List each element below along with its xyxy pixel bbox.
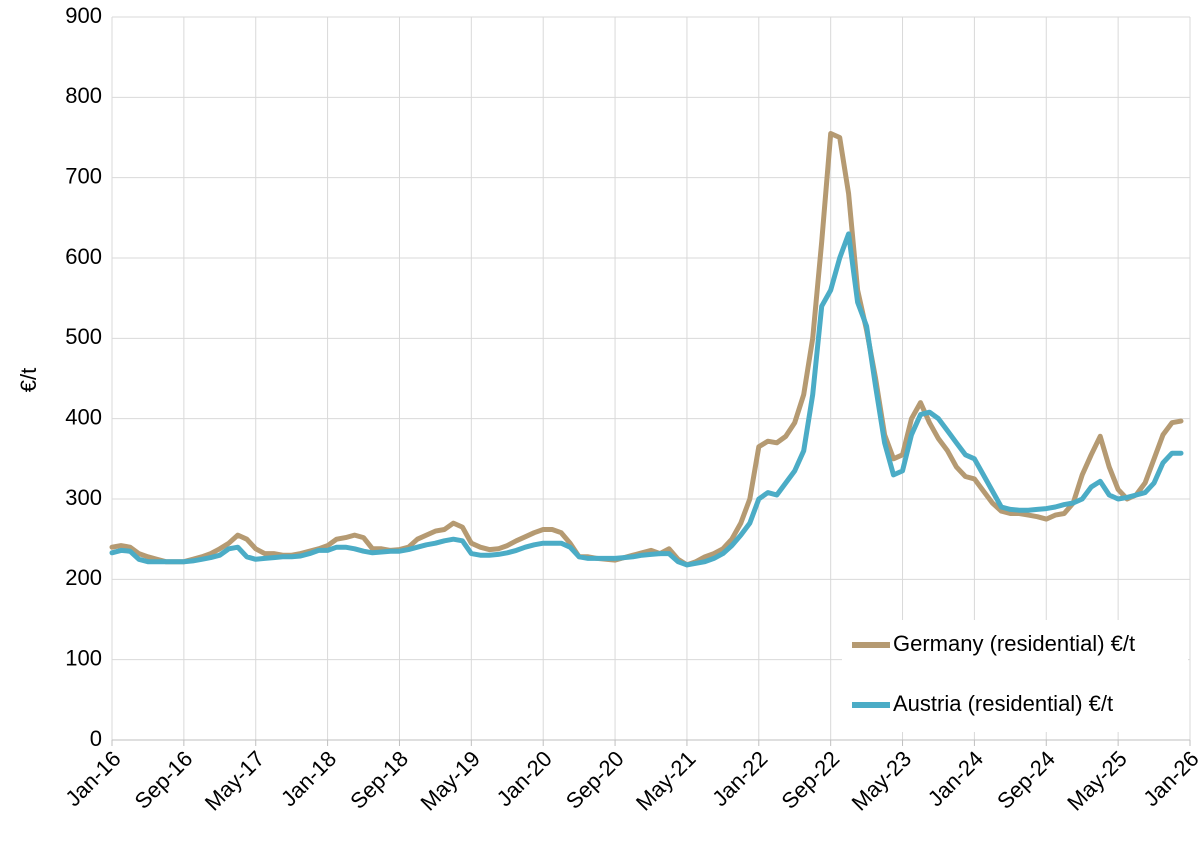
series-line [109, 131, 1184, 568]
x-tick-label: Jan-16 [60, 746, 125, 811]
y-tick-label: 900 [65, 3, 102, 28]
y-tick-label: 500 [65, 324, 102, 349]
x-tick-label: May-17 [200, 746, 270, 816]
x-tick-label: Sep-18 [345, 746, 413, 814]
legend-box [842, 620, 1188, 732]
x-tick-label: Sep-16 [130, 746, 198, 814]
x-tick-label: Sep-24 [992, 746, 1060, 814]
y-tick-label: 600 [65, 244, 102, 269]
series-line [109, 231, 1184, 568]
y-tick-label: 0 [90, 726, 102, 751]
x-tick-label: Jan-24 [923, 746, 988, 811]
x-tick-label: May-19 [415, 746, 485, 816]
y-tick-label: 200 [65, 565, 102, 590]
y-tick-label: 400 [65, 404, 102, 429]
y-tick-label: 800 [65, 83, 102, 108]
y-tick-label: 100 [65, 645, 102, 670]
legend-label: Austria (residential) €/t [893, 691, 1113, 716]
x-tick-label: Jan-26 [1138, 746, 1200, 811]
x-tick-label: Jan-18 [276, 746, 341, 811]
x-tick-label: May-25 [1062, 746, 1132, 816]
legend-label: Germany (residential) €/t [893, 631, 1135, 656]
y-axis-title: €/t [16, 368, 41, 392]
x-tick-label: May-23 [847, 746, 917, 816]
y-tick-label: 700 [65, 163, 102, 188]
x-tick-label: Sep-20 [561, 746, 629, 814]
x-tick-label: May-21 [631, 746, 701, 816]
x-tick-label: Jan-20 [492, 746, 557, 811]
x-tick-label: Sep-22 [776, 746, 844, 814]
y-tick-label: 300 [65, 485, 102, 510]
x-tick-label: Jan-22 [707, 746, 772, 811]
